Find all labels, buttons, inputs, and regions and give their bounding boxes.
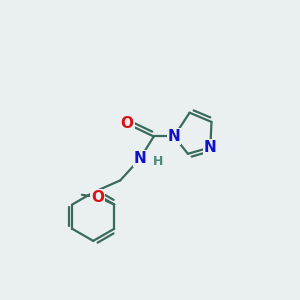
Text: O: O [91, 190, 104, 205]
Text: N: N [168, 129, 181, 144]
Text: H: H [153, 155, 164, 168]
Text: N: N [134, 152, 146, 166]
Text: N: N [204, 140, 217, 155]
Text: O: O [121, 116, 134, 131]
